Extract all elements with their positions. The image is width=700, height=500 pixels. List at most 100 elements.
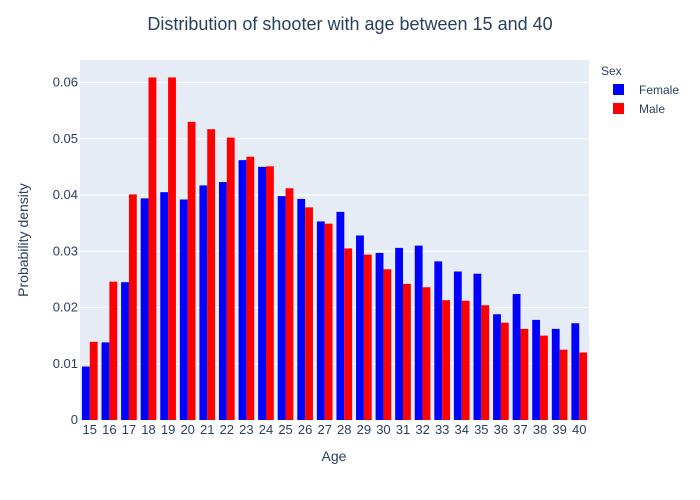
x-tick-label: 26 xyxy=(298,422,312,437)
bar-female-22[interactable] xyxy=(218,182,227,420)
x-axis-ticks: 15 16 17 18 19 20 21 22 23 24 25 26 27 28 29 30 31 32 33 34… xyxy=(83,422,587,437)
x-tick-label: 29 xyxy=(357,422,371,437)
y-tick-label: 0.06 xyxy=(53,75,78,90)
x-tick-label: 24 xyxy=(259,422,273,437)
bar-female-36[interactable] xyxy=(493,314,501,420)
bar-male-26[interactable] xyxy=(305,207,313,420)
y-tick-label: 0.02 xyxy=(53,300,78,315)
bar-male-22[interactable] xyxy=(226,137,235,420)
bar-male-23[interactable] xyxy=(246,156,255,420)
y-tick-label: 0.05 xyxy=(53,131,78,146)
bar-female-21[interactable] xyxy=(199,185,208,420)
chart-title: Distribution of shooter with age between… xyxy=(147,14,552,34)
bar-female-28[interactable] xyxy=(336,211,345,420)
x-tick-label: 23 xyxy=(239,422,253,437)
x-axis-title: Age xyxy=(322,448,347,464)
bar-male-34[interactable] xyxy=(461,300,470,420)
bar-female-15[interactable] xyxy=(81,366,90,420)
y-tick-label: 0.04 xyxy=(53,187,78,202)
legend-item-male[interactable]: Male xyxy=(613,102,665,116)
bar-female-29[interactable] xyxy=(356,235,364,421)
bar-male-40[interactable] xyxy=(579,352,588,421)
legend-swatch-male xyxy=(613,103,624,114)
bar-female-23[interactable] xyxy=(238,160,247,420)
bar-female-39[interactable] xyxy=(551,328,560,420)
x-tick-label: 30 xyxy=(376,422,390,437)
bar-male-17[interactable] xyxy=(128,194,137,420)
bar-male-38[interactable] xyxy=(540,335,548,420)
bar-female-34[interactable] xyxy=(453,271,462,421)
bar-female-32[interactable] xyxy=(414,245,423,420)
bar-male-16[interactable] xyxy=(109,281,118,420)
x-tick-label: 15 xyxy=(83,422,97,437)
bar-male-20[interactable] xyxy=(187,121,196,420)
x-tick-label: 20 xyxy=(180,422,194,437)
bar-female-27[interactable] xyxy=(316,221,325,420)
bar-male-25[interactable] xyxy=(285,188,294,420)
bar-male-19[interactable] xyxy=(168,77,176,420)
y-axis-title: Probability density xyxy=(15,183,31,297)
bar-male-21[interactable] xyxy=(207,129,216,420)
x-tick-label: 32 xyxy=(415,422,429,437)
x-tick-label: 25 xyxy=(278,422,292,437)
legend-label-female: Female xyxy=(639,83,679,97)
bar-male-39[interactable] xyxy=(559,349,568,420)
bar-male-36[interactable] xyxy=(500,322,509,420)
y-axis-ticks: 0 0.01 0.02 0.03 0.04 0.05 0.06 xyxy=(53,75,78,428)
bar-male-30[interactable] xyxy=(383,269,392,420)
x-tick-label: 27 xyxy=(317,422,331,437)
bar-female-40[interactable] xyxy=(571,323,580,420)
x-tick-label: 38 xyxy=(533,422,547,437)
x-tick-label: 35 xyxy=(474,422,488,437)
legend-label-male: Male xyxy=(639,102,665,116)
legend[interactable]: Sex Female Male xyxy=(601,64,679,116)
bar-female-24[interactable] xyxy=(258,166,266,420)
bar-male-35[interactable] xyxy=(481,305,490,420)
y-tick-label: 0.03 xyxy=(53,243,78,258)
x-tick-label: 17 xyxy=(122,422,136,437)
x-tick-label: 28 xyxy=(337,422,351,437)
x-tick-label: 34 xyxy=(455,422,469,437)
bar-female-35[interactable] xyxy=(473,273,482,420)
bar-male-24[interactable] xyxy=(265,166,274,420)
bar-male-15[interactable] xyxy=(89,341,98,420)
legend-title: Sex xyxy=(601,64,622,78)
y-tick-label: 0.01 xyxy=(53,356,78,371)
bar-male-18[interactable] xyxy=(148,77,157,420)
y-tick-label: 0 xyxy=(71,412,78,427)
bar-female-25[interactable] xyxy=(277,196,286,420)
x-tick-label: 19 xyxy=(161,422,175,437)
legend-item-female[interactable]: Female xyxy=(613,83,679,97)
bar-female-26[interactable] xyxy=(297,198,306,420)
x-tick-label: 36 xyxy=(494,422,508,437)
bar-female-31[interactable] xyxy=(395,247,404,420)
bar-female-19[interactable] xyxy=(160,192,169,420)
bar-female-38[interactable] xyxy=(532,319,541,420)
x-tick-label: 22 xyxy=(220,422,234,437)
bar-male-28[interactable] xyxy=(344,248,353,420)
x-tick-label: 16 xyxy=(102,422,116,437)
bar-male-27[interactable] xyxy=(324,223,333,420)
bar-female-30[interactable] xyxy=(375,252,384,420)
x-tick-label: 31 xyxy=(396,422,410,437)
bar-female-20[interactable] xyxy=(179,199,188,421)
bar-male-32[interactable] xyxy=(422,287,431,420)
bar-female-18[interactable] xyxy=(140,198,149,420)
x-tick-label: 18 xyxy=(141,422,155,437)
legend-swatch-female xyxy=(613,84,624,95)
x-tick-label: 37 xyxy=(513,422,527,437)
x-tick-label: 39 xyxy=(552,422,566,437)
bar-female-37[interactable] xyxy=(512,294,521,420)
bar-male-29[interactable] xyxy=(363,254,372,420)
bar-male-37[interactable] xyxy=(520,328,529,420)
bars xyxy=(81,77,588,421)
x-tick-label: 40 xyxy=(572,422,586,437)
bar-female-17[interactable] xyxy=(121,282,129,420)
bar-female-16[interactable] xyxy=(101,342,110,420)
bar-male-33[interactable] xyxy=(442,300,451,420)
x-tick-label: 21 xyxy=(200,422,214,437)
bar-male-31[interactable] xyxy=(403,283,411,420)
x-tick-label: 33 xyxy=(435,422,449,437)
bar-female-33[interactable] xyxy=(434,261,443,420)
